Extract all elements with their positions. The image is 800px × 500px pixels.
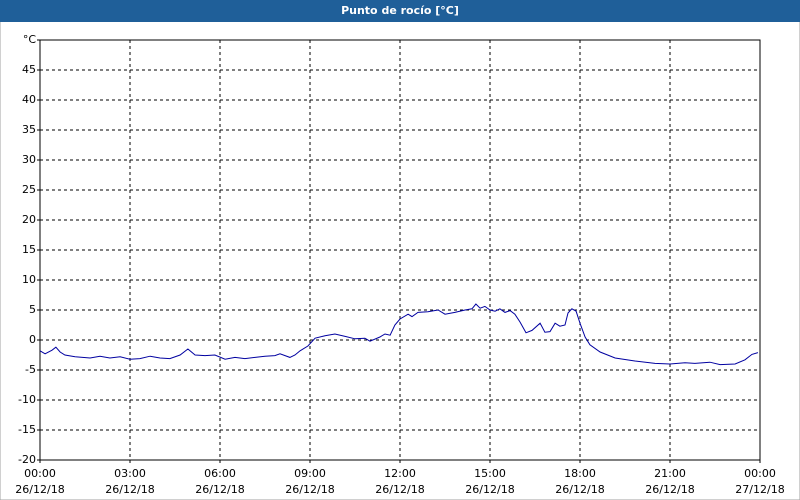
x-tick-label: 12:00 [384, 467, 416, 480]
y-tick-label: -15 [18, 423, 36, 436]
x-tick-label: 15:00 [474, 467, 506, 480]
x-tick-label: 03:00 [114, 467, 146, 480]
y-tick-label: 10 [22, 273, 36, 286]
y-tick-label: 25 [22, 183, 36, 196]
x-tick-date: 26/12/18 [105, 483, 154, 496]
x-tick-label: 00:00 [744, 467, 776, 480]
chart-title: Punto de rocío [°C] [341, 4, 459, 17]
x-tick-date: 26/12/18 [465, 483, 514, 496]
y-tick-label: -5 [25, 363, 36, 376]
data-line [39, 303, 759, 366]
x-tick-label: 18:00 [564, 467, 596, 480]
x-tick-label: 00:00 [24, 467, 56, 480]
y-tick-label: 30 [22, 153, 36, 166]
y-tick-label: 15 [22, 243, 36, 256]
x-tick-date: 26/12/18 [195, 483, 244, 496]
y-tick-label: -10 [18, 393, 36, 406]
x-tick-date: 26/12/18 [555, 483, 604, 496]
y-tick-label: 0 [29, 333, 36, 346]
y-tick-label: 40 [22, 93, 36, 106]
y-tick-label: 45 [22, 63, 36, 76]
x-tick-date: 26/12/18 [645, 483, 694, 496]
x-tick-label: 09:00 [294, 467, 326, 480]
y-tick-label: 5 [29, 303, 36, 316]
x-tick-date: 27/12/18 [735, 483, 784, 496]
x-tick-date: 26/12/18 [15, 483, 64, 496]
plot-frame [39, 39, 761, 461]
x-tick-label: 21:00 [654, 467, 686, 480]
y-tick-label: -20 [18, 453, 36, 466]
title-bar [0, 0, 800, 22]
x-tick-date: 26/12/18 [375, 483, 424, 496]
x-tick-date: 26/12/18 [285, 483, 334, 496]
y-tick-label: °C [23, 33, 37, 46]
y-tick-label: 20 [22, 213, 36, 226]
x-tick-label: 06:00 [204, 467, 236, 480]
y-tick-label: 35 [22, 123, 36, 136]
